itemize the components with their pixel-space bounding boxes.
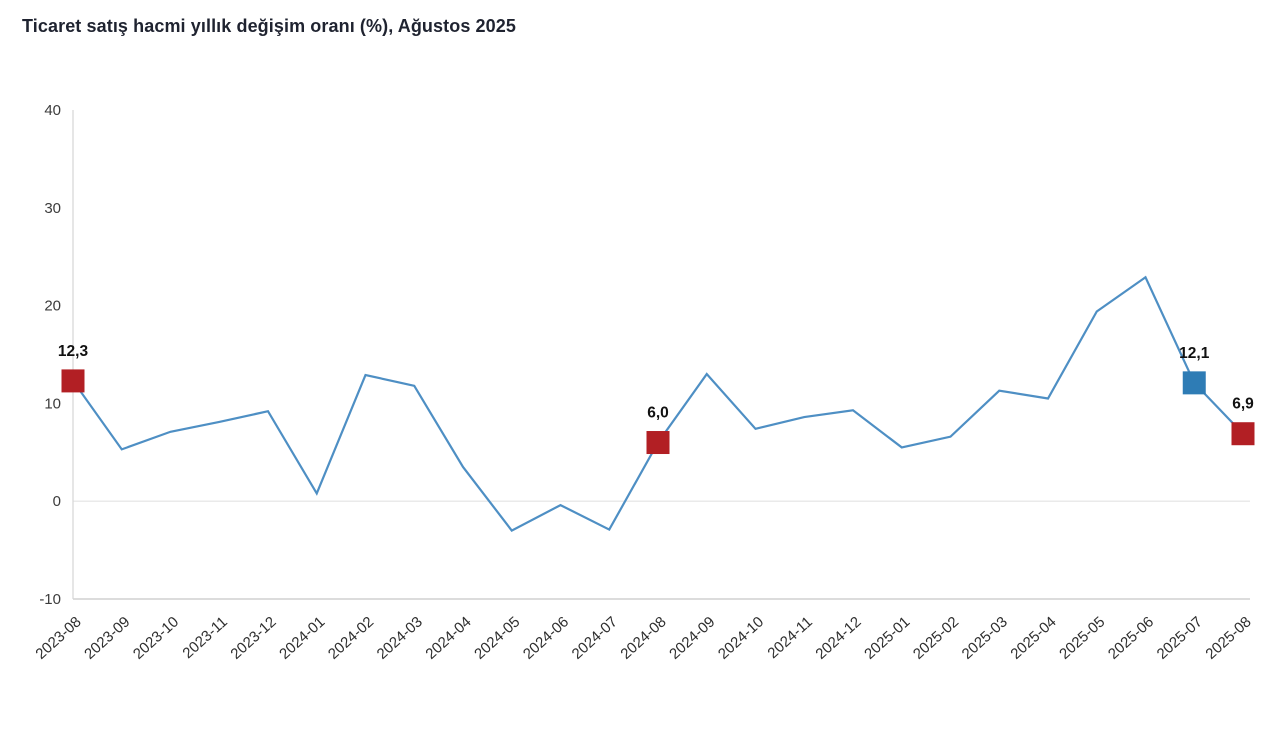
x-tick-label: 2024-04: [422, 613, 474, 662]
x-tick-label: 2024-09: [666, 613, 718, 662]
x-tick-label: 2023-11: [179, 613, 230, 662]
data-point-label: 6,0: [647, 405, 669, 422]
x-tick-label: 2025-02: [910, 613, 962, 662]
x-tick-label: 2024-03: [374, 613, 426, 662]
x-tick-label: 2025-01: [861, 613, 913, 662]
x-tick-label: 2024-08: [617, 613, 669, 662]
x-tick-label: 2025-06: [1105, 613, 1157, 662]
data-point-marker: [61, 369, 85, 393]
chart-title: Ticaret satış hacmi yıllık değişim oranı…: [22, 16, 516, 36]
x-tick-label: 2024-10: [715, 613, 767, 662]
x-tick-label: 2024-05: [471, 613, 523, 662]
x-tick-label: 2023-09: [81, 613, 133, 662]
y-tick-label: 30: [44, 200, 61, 217]
x-tick-label: 2023-12: [227, 613, 279, 662]
x-tick-label: 2024-11: [764, 613, 815, 662]
x-tick-label: 2024-07: [569, 613, 621, 662]
y-tick-label: 20: [44, 298, 61, 315]
data-point-marker: [1182, 371, 1206, 395]
x-tick-label: 2024-06: [520, 613, 572, 662]
y-tick-label: -10: [39, 591, 61, 608]
x-tick-label: 2025-07: [1154, 613, 1206, 662]
data-point-label: 12,1: [1179, 345, 1210, 362]
x-tick-label: 2024-12: [812, 613, 864, 662]
y-tick-label: 10: [44, 395, 61, 412]
x-tick-label: 2025-04: [1007, 613, 1059, 662]
x-tick-label: 2025-05: [1056, 613, 1108, 662]
x-tick-label: 2023-10: [130, 613, 182, 662]
data-point-label: 12,3: [58, 343, 89, 360]
data-point-label: 6,9: [1232, 396, 1254, 413]
x-tick-label: 2025-03: [959, 613, 1011, 662]
y-tick-label: 0: [53, 493, 61, 510]
y-tick-label: 40: [44, 102, 61, 119]
x-tick-label: 2024-02: [325, 613, 377, 662]
x-tick-label: 2023-08: [32, 613, 84, 662]
data-point-marker: [1231, 422, 1255, 446]
data-point-marker: [646, 431, 670, 455]
x-tick-label: 2025-08: [1202, 613, 1254, 662]
x-tick-label: 2024-01: [276, 613, 328, 662]
